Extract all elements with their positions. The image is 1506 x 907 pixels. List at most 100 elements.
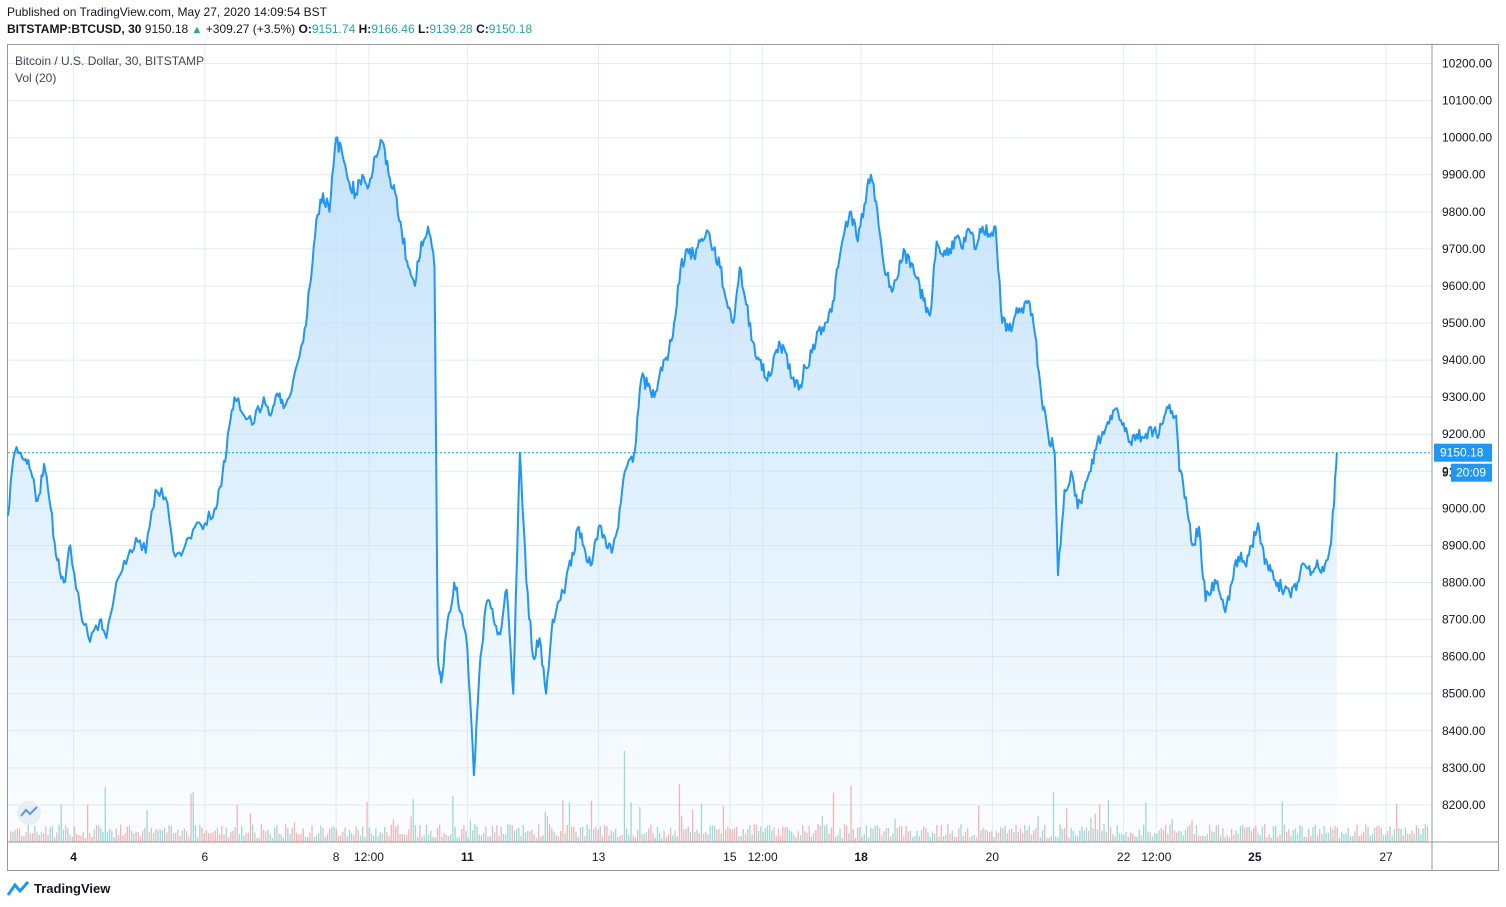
x-tick-label: 12:00 [354, 850, 384, 864]
price-badge [1434, 443, 1492, 462]
volume-bar [1404, 827, 1407, 842]
volume-bar [1396, 803, 1398, 842]
chart-header: Published on TradingView.com, May 27, 20… [0, 0, 1506, 42]
y-tick-label: 10200.00 [1442, 57, 1492, 71]
volume-bar [1387, 831, 1389, 842]
volume-bar [1407, 833, 1409, 842]
volume-bar [1418, 827, 1420, 842]
y-tick-label: 10000.00 [1442, 131, 1492, 145]
x-tick-label: 15 [723, 850, 737, 864]
price-line [7, 136, 1338, 777]
low-value: 9139.28 [429, 22, 473, 36]
x-tick-label: 25 [1248, 850, 1262, 864]
y-tick-label: 9400.00 [1442, 353, 1486, 367]
last-price: 9150.18 [144, 22, 189, 36]
volume-bar [1371, 833, 1374, 842]
y-tick-label: 9300.00 [1442, 390, 1486, 404]
volume-bar [1382, 835, 1385, 842]
x-tick-label: 12:00 [1141, 850, 1171, 864]
x-tick-label: 20 [986, 850, 1000, 864]
x-tick-label: 12:00 [748, 850, 778, 864]
y-tick-label: 9500.00 [1442, 316, 1486, 330]
volume-bar [1356, 824, 1358, 842]
x-tick-label: 4 [70, 850, 77, 864]
y-tick-label: 9900.00 [1442, 168, 1486, 182]
volume-bar [1345, 833, 1347, 842]
volume-bar [1385, 834, 1387, 842]
volume-bar [1376, 825, 1378, 842]
y-tick-label: 8800.00 [1442, 576, 1486, 590]
x-tick-label: 18 [854, 850, 868, 864]
footer: TradingView [0, 873, 1506, 907]
volume-bar [1349, 835, 1352, 842]
volume-bar [1380, 827, 1382, 842]
volume-bar [1400, 829, 1402, 842]
y-tick-label: 8600.00 [1442, 650, 1486, 664]
price-change: +309.27 (+3.5%) [205, 22, 296, 36]
volume-bar [1409, 833, 1411, 842]
y-tick-label: 9200.00 [1442, 427, 1486, 441]
volume-bar [1378, 825, 1380, 842]
volume-bar [1338, 837, 1341, 842]
x-tick-label: 6 [202, 850, 209, 864]
volume-bar [1347, 827, 1349, 842]
volume-bar [1424, 824, 1426, 842]
volume-bar [1336, 827, 1338, 842]
volume-bar [1402, 835, 1404, 842]
symbol-label: BITSTAMP:BTCUSD, 30 [7, 22, 142, 36]
open-value: 9151.74 [311, 22, 356, 36]
volume-bar [1413, 833, 1415, 842]
low-label: L: [418, 22, 430, 36]
volume-bar [1363, 832, 1365, 842]
volume-legend: Vol (20) [15, 71, 57, 85]
volume-bar [1367, 827, 1369, 842]
volume-bar [1365, 824, 1367, 842]
y-tick-label: 8500.00 [1442, 687, 1486, 701]
tradingview-watermark-icon [17, 801, 41, 825]
published-line: Published on TradingView.com, May 27, 20… [7, 5, 327, 19]
close-label: C: [476, 22, 489, 36]
volume-bar [1343, 833, 1345, 842]
x-tick-label: 11 [461, 850, 474, 864]
y-tick-label: 9000.00 [1442, 501, 1486, 515]
price-area [8, 137, 1337, 842]
countdown-badge [1451, 463, 1492, 482]
y-tick-label: 9800.00 [1442, 205, 1486, 219]
volume-bar [1415, 825, 1418, 842]
volume-bar [1374, 827, 1376, 842]
volume-bar [1426, 826, 1429, 842]
up-arrow-icon: ▲ [191, 24, 203, 36]
volume-bar [1360, 834, 1363, 842]
volume-bar [1391, 835, 1393, 842]
price-badge-label: 9150.18 [1440, 446, 1484, 460]
x-tick-label: 22 [1117, 850, 1131, 864]
y-tick-label: 9700.00 [1442, 242, 1486, 256]
volume-bar [1341, 831, 1343, 842]
y-tick-label: 9600.00 [1442, 279, 1486, 293]
volume-bar [1420, 834, 1422, 842]
tradingview-brand[interactable]: TradingView [34, 881, 111, 896]
y-tick-label: 8900.00 [1442, 538, 1486, 552]
volume-bar [1398, 828, 1400, 842]
ohlc-line: BITSTAMP:BTCUSD, 30 9150.18 ▲ +309.27 (+… [7, 22, 532, 36]
y-tick-label: 10100.00 [1442, 94, 1492, 108]
y-tick-label: 8300.00 [1442, 761, 1486, 775]
tradingview-logo-icon[interactable] [6, 879, 30, 899]
high-value: 9166.46 [371, 22, 415, 36]
close-value: 9150.18 [488, 22, 533, 36]
high-label: H: [358, 22, 372, 36]
x-tick-label: 8 [333, 850, 340, 864]
chart-frame[interactable] [7, 44, 1499, 871]
volume-bar [1354, 831, 1356, 842]
volume-bar [1393, 828, 1396, 842]
y-tick-label: 8700.00 [1442, 613, 1486, 627]
volume-bar [1422, 828, 1424, 842]
volume-bar [1369, 835, 1371, 842]
x-tick-label: 27 [1379, 850, 1393, 864]
volume-bar [1389, 826, 1391, 842]
volume-bar [1358, 836, 1360, 842]
countdown-label: 20:09 [1456, 466, 1486, 480]
volume-bar [1352, 836, 1354, 842]
volume-bar [1411, 830, 1413, 842]
